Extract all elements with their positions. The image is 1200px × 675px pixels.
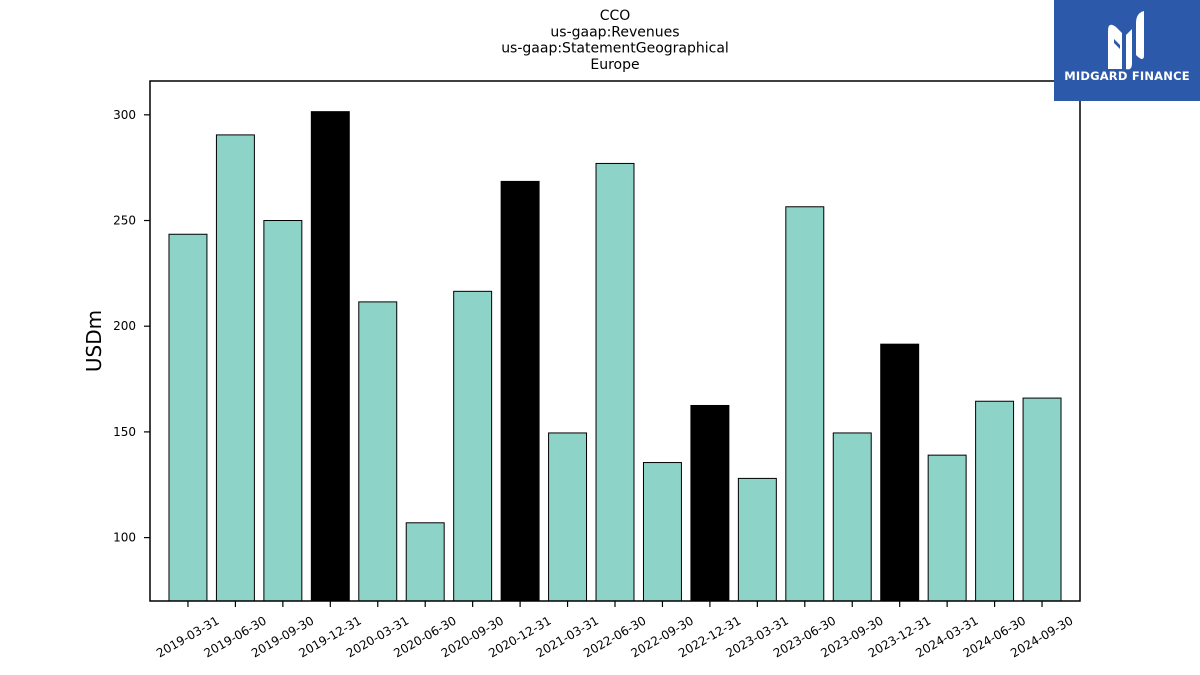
bar (405, 522, 445, 602)
y-tick-label: 150 (113, 425, 136, 439)
bar-series (168, 111, 1062, 602)
y-axis-label: USDm (82, 310, 106, 372)
bar (832, 432, 872, 602)
y-tick-label: 100 (113, 531, 136, 545)
bar (310, 111, 350, 602)
x-axis: 2019-03-312019-06-302019-09-302019-12-31… (154, 601, 1076, 660)
bar (168, 233, 208, 602)
bar (500, 180, 540, 602)
bar (595, 162, 635, 602)
bar (975, 400, 1015, 602)
bar (737, 477, 777, 602)
bar (263, 220, 303, 602)
y-axis: 100 150 200 250 300 (113, 108, 150, 545)
logo-name: MIDGARD FINANCE (1064, 69, 1190, 83)
chart-title-line: CCO (600, 8, 631, 24)
bar (642, 462, 682, 602)
bar (358, 301, 398, 602)
bar (215, 134, 255, 602)
bar (1022, 397, 1062, 602)
chart-title-line: us-gaap:Revenues (550, 24, 679, 40)
bar (453, 290, 493, 602)
chart-title-line: Europe (590, 57, 639, 73)
bar (927, 454, 967, 602)
midgard-monogram-icon (1108, 11, 1144, 70)
bar (880, 343, 920, 602)
y-tick-label: 300 (113, 108, 136, 122)
bar (690, 404, 730, 602)
y-tick-label: 200 (113, 319, 136, 333)
chart-title: CCOus-gaap:Revenuesus-gaap:StatementGeog… (501, 8, 729, 73)
logo: MIDGARD FINANCE (1054, 0, 1200, 101)
y-tick-label: 250 (113, 214, 136, 228)
bar (785, 206, 825, 602)
bar (548, 432, 588, 602)
chart-title-line: us-gaap:StatementGeographical (501, 41, 729, 57)
